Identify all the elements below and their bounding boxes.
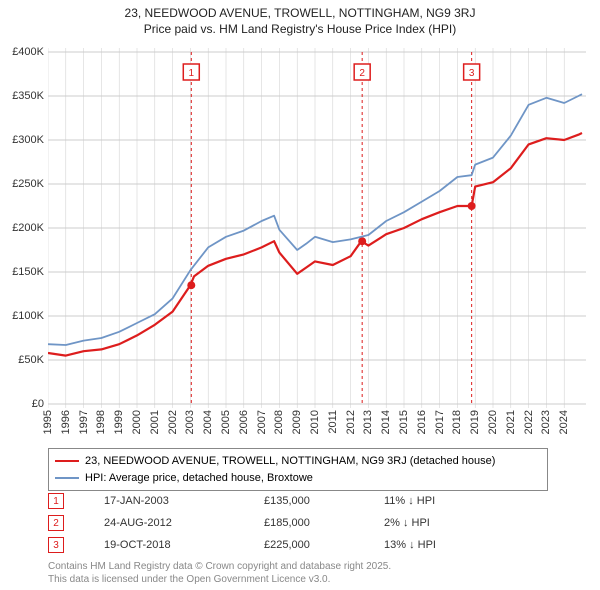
x-tick-label: 2006 <box>238 410 250 434</box>
x-tick-label: 2022 <box>523 410 535 434</box>
y-tick-label: £100K <box>0 310 44 322</box>
marker-row-3: 3 19-OCT-2018 £225,000 13% ↓ HPI <box>48 534 504 556</box>
y-tick-label: £250K <box>0 178 44 190</box>
x-tick-label: 2015 <box>398 410 410 434</box>
y-tick-label: £400K <box>0 46 44 58</box>
x-tick-label: 1996 <box>60 410 72 434</box>
marker-price-2: £185,000 <box>264 517 384 529</box>
x-tick-label: 2012 <box>345 410 357 434</box>
x-tick-label: 2014 <box>380 410 392 434</box>
marker-badge-2: 2 <box>48 515 64 531</box>
x-tick-label: 2008 <box>273 410 285 434</box>
attribution-line-2: This data is licensed under the Open Gov… <box>48 573 391 586</box>
legend-label-property: 23, NEEDWOOD AVENUE, TROWELL, NOTTINGHAM… <box>85 453 495 470</box>
x-tick-label: 2003 <box>184 410 196 434</box>
legend-label-hpi: HPI: Average price, detached house, Brox… <box>85 470 313 487</box>
x-tick-label: 2021 <box>505 410 517 434</box>
attribution: Contains HM Land Registry data © Crown c… <box>48 560 391 586</box>
y-tick-label: £200K <box>0 222 44 234</box>
marker-delta-2: 2% ↓ HPI <box>384 517 504 529</box>
marker-date-2: 24-AUG-2012 <box>104 517 264 529</box>
x-tick-label: 2010 <box>309 410 321 434</box>
x-tick-label: 2018 <box>451 410 463 434</box>
x-tick-label: 2011 <box>327 410 339 434</box>
y-tick-label: £50K <box>0 354 44 366</box>
svg-text:2: 2 <box>359 68 365 79</box>
title-line-2: Price paid vs. HM Land Registry's House … <box>0 22 600 38</box>
x-tick-label: 1998 <box>95 410 107 434</box>
x-tick-label: 2023 <box>540 410 552 434</box>
marker-price-3: £225,000 <box>264 539 384 551</box>
x-tick-label: 1995 <box>42 410 54 434</box>
marker-badge-1: 1 <box>48 493 64 509</box>
svg-text:3: 3 <box>469 68 475 79</box>
chart-container: 23, NEEDWOOD AVENUE, TROWELL, NOTTINGHAM… <box>0 0 600 590</box>
chart-plot-area: 1 2 3 <box>48 48 586 408</box>
x-tick-label: 2016 <box>416 410 428 434</box>
legend-swatch-hpi <box>55 477 79 479</box>
marker-row-1: 1 17-JAN-2003 £135,000 11% ↓ HPI <box>48 490 504 512</box>
x-tick-label: 1999 <box>113 410 125 434</box>
y-tick-label: £300K <box>0 134 44 146</box>
x-tick-label: 2005 <box>220 410 232 434</box>
x-tick-label: 1997 <box>78 410 90 434</box>
x-tick-label: 2019 <box>469 410 481 434</box>
legend-item-property: 23, NEEDWOOD AVENUE, TROWELL, NOTTINGHAM… <box>55 453 541 470</box>
title-line-1: 23, NEEDWOOD AVENUE, TROWELL, NOTTINGHAM… <box>0 6 600 22</box>
y-tick-label: £0 <box>0 398 44 410</box>
marker-price-1: £135,000 <box>264 495 384 507</box>
marker-badge-3: 3 <box>48 537 64 553</box>
x-tick-label: 2020 <box>487 410 499 434</box>
chart-title: 23, NEEDWOOD AVENUE, TROWELL, NOTTINGHAM… <box>0 0 600 37</box>
legend-item-hpi: HPI: Average price, detached house, Brox… <box>55 470 541 487</box>
marker-delta-1: 11% ↓ HPI <box>384 495 504 507</box>
marker-delta-3: 13% ↓ HPI <box>384 539 504 551</box>
attribution-line-1: Contains HM Land Registry data © Crown c… <box>48 560 391 573</box>
marker-row-2: 2 24-AUG-2012 £185,000 2% ↓ HPI <box>48 512 504 534</box>
x-tick-label: 2004 <box>202 410 214 434</box>
x-tick-label: 2017 <box>434 410 446 434</box>
legend-swatch-property <box>55 460 79 462</box>
x-tick-label: 2013 <box>362 410 374 434</box>
x-tick-label: 2009 <box>291 410 303 434</box>
x-tick-label: 2001 <box>149 410 161 434</box>
y-tick-label: £150K <box>0 266 44 278</box>
marker-date-1: 17-JAN-2003 <box>104 495 264 507</box>
chart-svg: 1 2 3 <box>48 48 586 408</box>
x-tick-label: 2007 <box>256 410 268 434</box>
y-tick-label: £350K <box>0 90 44 102</box>
svg-text:1: 1 <box>189 68 195 79</box>
x-tick-label: 2024 <box>558 410 570 434</box>
x-tick-label: 2000 <box>131 410 143 434</box>
x-tick-label: 2002 <box>167 410 179 434</box>
markers-table: 1 17-JAN-2003 £135,000 11% ↓ HPI 2 24-AU… <box>48 490 504 556</box>
legend: 23, NEEDWOOD AVENUE, TROWELL, NOTTINGHAM… <box>48 448 548 491</box>
marker-date-3: 19-OCT-2018 <box>104 539 264 551</box>
